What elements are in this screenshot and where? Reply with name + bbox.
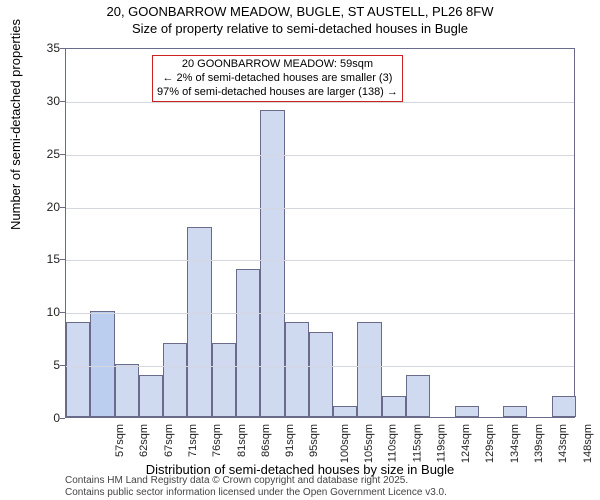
histogram-bar bbox=[187, 227, 211, 417]
gridline bbox=[66, 102, 574, 103]
ytick-mark bbox=[60, 259, 65, 260]
annotation-box: 20 GOONBARROW MEADOW: 59sqm ← 2% of semi… bbox=[152, 55, 403, 102]
histogram-bar bbox=[212, 343, 236, 417]
xtick-label: 143sqm bbox=[557, 424, 569, 463]
gridline bbox=[66, 313, 574, 314]
histogram-bar bbox=[309, 332, 333, 417]
xtick-label: 129sqm bbox=[485, 424, 497, 463]
chart-title: 20, GOONBARROW MEADOW, BUGLE, ST AUSTELL… bbox=[0, 0, 600, 38]
gridline bbox=[66, 260, 574, 261]
xtick-label: 115sqm bbox=[411, 424, 423, 462]
xtick-label: 57sqm bbox=[114, 424, 126, 457]
chart-footer: Contains HM Land Registry data © Crown c… bbox=[65, 475, 447, 498]
chart-plot-area: 20 GOONBARROW MEADOW: 59sqm ← 2% of semi… bbox=[65, 48, 575, 418]
annotation-line-3: 97% of semi-detached houses are larger (… bbox=[157, 86, 398, 100]
annotation-line-1: 20 GOONBARROW MEADOW: 59sqm bbox=[157, 58, 398, 72]
histogram-bar bbox=[90, 311, 114, 417]
gridline bbox=[66, 155, 574, 156]
xtick-label: 91sqm bbox=[284, 424, 296, 457]
title-line-1: 20, GOONBARROW MEADOW, BUGLE, ST AUSTELL… bbox=[0, 4, 600, 21]
xtick-label: 119sqm bbox=[435, 424, 447, 462]
ytick-mark bbox=[60, 312, 65, 313]
ytick-label: 10 bbox=[30, 305, 60, 319]
xtick-label: 71sqm bbox=[187, 424, 199, 457]
histogram-bar bbox=[382, 396, 406, 417]
xtick-label: 95sqm bbox=[308, 424, 320, 457]
ytick-label: 15 bbox=[30, 252, 60, 266]
xtick-label: 148sqm bbox=[582, 424, 594, 463]
ytick-mark bbox=[60, 365, 65, 366]
xtick-label: 62sqm bbox=[138, 424, 150, 457]
histogram-bar bbox=[285, 322, 309, 417]
histogram-bar bbox=[236, 269, 260, 417]
histogram-bar bbox=[115, 364, 139, 417]
ytick-mark bbox=[60, 418, 65, 419]
histogram-bar bbox=[139, 375, 163, 417]
ytick-label: 20 bbox=[30, 200, 60, 214]
xtick-label: 86sqm bbox=[260, 424, 272, 457]
ytick-label: 25 bbox=[30, 147, 60, 161]
ytick-label: 30 bbox=[30, 94, 60, 108]
histogram-bar bbox=[66, 322, 90, 417]
ytick-label: 35 bbox=[30, 41, 60, 55]
title-line-2: Size of property relative to semi-detach… bbox=[0, 21, 600, 38]
footer-line-2: Contains public sector information licen… bbox=[65, 487, 447, 499]
xtick-label: 134sqm bbox=[509, 424, 521, 463]
xtick-label: 81sqm bbox=[236, 424, 248, 457]
xtick-label: 105sqm bbox=[363, 424, 375, 463]
gridline bbox=[66, 208, 574, 209]
ytick-mark bbox=[60, 101, 65, 102]
histogram-bar bbox=[333, 406, 357, 417]
histogram-bar bbox=[357, 322, 381, 417]
xtick-label: 124sqm bbox=[460, 424, 472, 463]
histogram-bar bbox=[503, 406, 527, 417]
ytick-label: 5 bbox=[30, 358, 60, 372]
xtick-label: 100sqm bbox=[339, 424, 351, 463]
histogram-bar bbox=[406, 375, 430, 417]
xtick-label: 110sqm bbox=[387, 424, 399, 462]
gridline bbox=[66, 366, 574, 367]
xtick-label: 139sqm bbox=[533, 424, 545, 463]
xtick-label: 67sqm bbox=[163, 424, 175, 457]
histogram-bar bbox=[260, 110, 284, 417]
annotation-line-2: ← 2% of semi-detached houses are smaller… bbox=[157, 72, 398, 86]
histogram-bar bbox=[455, 406, 479, 417]
ytick-mark bbox=[60, 154, 65, 155]
xtick-label: 76sqm bbox=[211, 424, 223, 457]
histogram-bar bbox=[163, 343, 187, 417]
ytick-mark bbox=[60, 207, 65, 208]
y-axis-label: Number of semi-detached properties bbox=[8, 19, 23, 230]
histogram-bar bbox=[552, 396, 576, 417]
ytick-label: 0 bbox=[30, 411, 60, 425]
bars-container bbox=[66, 49, 574, 417]
footer-line-1: Contains HM Land Registry data © Crown c… bbox=[65, 475, 447, 487]
ytick-mark bbox=[60, 48, 65, 49]
